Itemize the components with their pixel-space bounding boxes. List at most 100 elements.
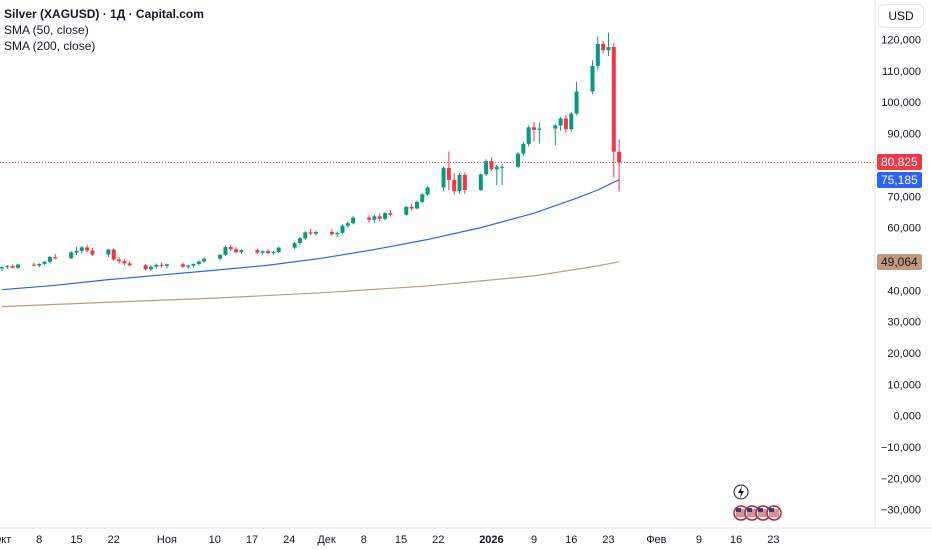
x-tick-label: 8: [361, 534, 367, 546]
candle-body: [521, 143, 526, 154]
candle-body: [308, 232, 313, 234]
candle-body: [452, 179, 457, 192]
sma50-legend[interactable]: SMA (50, close): [4, 23, 89, 37]
candle-body: [255, 250, 260, 253]
candle-body: [606, 47, 611, 51]
candle-body: [69, 252, 74, 259]
candle-body: [180, 264, 185, 267]
candle-body: [5, 266, 10, 268]
candle-body: [335, 232, 340, 235]
y-tick-label: 110,000: [882, 66, 921, 78]
candle-body: [79, 247, 84, 251]
y-tick-label: 120,000: [881, 35, 921, 47]
candle-body: [425, 187, 430, 195]
candle-body: [42, 261, 47, 264]
candle-body: [414, 201, 419, 209]
x-tick-label: 23: [767, 534, 779, 546]
candle-body: [37, 263, 42, 266]
candle-body: [595, 43, 600, 66]
candle-body: [478, 174, 483, 190]
x-tick-label: 16: [730, 534, 742, 546]
candle-body: [611, 47, 616, 152]
candle-body: [484, 161, 489, 175]
candle-body: [383, 213, 388, 219]
candle-body: [569, 113, 574, 130]
candle-body: [462, 174, 467, 190]
candle-body: [186, 265, 191, 267]
candle-body: [351, 217, 356, 224]
candle-body: [0, 267, 4, 269]
x-tick-label: 22: [432, 534, 444, 546]
candle-body: [276, 247, 281, 253]
y-tick-label: −10,000: [881, 442, 921, 454]
currency-button[interactable]: USD: [878, 4, 924, 28]
flag-canton: [758, 508, 763, 512]
lightning-icon-glyph: [738, 486, 744, 498]
candle-body: [601, 43, 606, 51]
x-tick-label: 24: [283, 534, 295, 546]
x-tick-label: 22: [108, 534, 120, 546]
candle-body: [31, 264, 36, 266]
candle-body: [297, 238, 302, 243]
x-tick-label: 9: [531, 534, 537, 546]
symbol-title[interactable]: Silver (XAGUSD) · 1Д · Capital.com: [4, 7, 204, 21]
flag-canton: [736, 508, 741, 512]
y-tick-label: 90,000: [887, 129, 921, 141]
x-tick-label: 2026: [479, 534, 503, 546]
candle-body: [537, 128, 542, 130]
candle-body: [553, 125, 558, 129]
candle-body: [202, 258, 207, 262]
candle-body: [303, 232, 308, 239]
candle-body: [372, 216, 377, 220]
candle-body: [367, 217, 372, 220]
y-tick-label: −30,000: [881, 505, 921, 517]
x-tick-label: 9: [696, 534, 702, 546]
candle-body: [329, 232, 334, 235]
candle-body: [122, 261, 127, 264]
chart-legend: Silver (XAGUSD) · 1Д · Capital.com SMA (…: [4, 6, 204, 54]
candle-body: [340, 225, 345, 233]
y-tick-label: 100,000: [881, 97, 921, 109]
sma50-line: [1, 179, 620, 291]
candle-body: [563, 118, 568, 130]
candle-body: [441, 168, 446, 188]
x-tick-label: Дек: [317, 534, 336, 546]
x-tick-label: 15: [70, 534, 82, 546]
candle-body: [404, 206, 409, 215]
candle-body: [223, 247, 228, 255]
candle-body: [409, 206, 414, 209]
x-tick-label: 8: [36, 534, 42, 546]
candle-body: [15, 264, 20, 268]
candle-body: [218, 254, 223, 259]
candle-body: [260, 251, 265, 253]
y-tick-label: 20,000: [887, 348, 921, 360]
candle-body: [489, 161, 494, 170]
y-tick-label: −20,000: [881, 473, 921, 485]
candle-body: [574, 91, 579, 114]
y-tick-label: 40,000: [887, 285, 921, 297]
candle-body: [196, 261, 201, 264]
sma200-price-tag: 49,064: [877, 253, 922, 270]
x-tick-label: 10: [209, 534, 221, 546]
candle-body: [228, 247, 233, 250]
candle-body: [500, 166, 505, 168]
candle-body: [90, 250, 95, 255]
candle-body: [526, 127, 531, 144]
candle-body: [143, 265, 148, 270]
sma50-price-tag: 75,185: [877, 171, 922, 188]
x-tick-label: 15: [395, 534, 407, 546]
candle-body: [164, 264, 169, 266]
flag-canton: [769, 508, 774, 512]
candle-body: [617, 151, 622, 163]
y-tick-label: 10,000: [887, 379, 921, 391]
sma200-legend[interactable]: SMA (200, close): [4, 39, 96, 53]
candle-body: [558, 118, 563, 126]
x-tick-label: Ноя: [157, 534, 177, 546]
candle-body: [159, 264, 164, 266]
candle-body: [516, 153, 521, 167]
x-tick-label: Окт: [0, 534, 11, 546]
candle-body: [590, 65, 595, 92]
candle-body: [10, 266, 15, 268]
flag-canton: [747, 508, 752, 512]
